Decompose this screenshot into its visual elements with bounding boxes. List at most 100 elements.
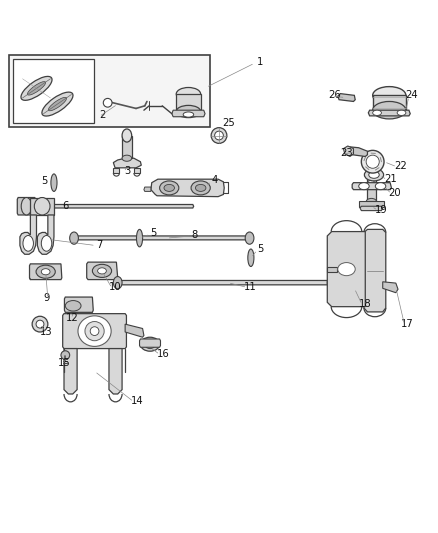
- Ellipse shape: [90, 327, 99, 335]
- Polygon shape: [64, 297, 93, 312]
- Ellipse shape: [32, 316, 48, 332]
- Polygon shape: [109, 349, 122, 394]
- Ellipse shape: [34, 198, 50, 215]
- Ellipse shape: [145, 340, 155, 349]
- Text: 2: 2: [99, 110, 105, 120]
- Text: 9: 9: [43, 293, 50, 303]
- Ellipse shape: [42, 92, 73, 116]
- Text: 20: 20: [388, 188, 401, 198]
- Bar: [373, 95, 406, 110]
- Polygon shape: [338, 94, 355, 101]
- Ellipse shape: [215, 131, 223, 140]
- Ellipse shape: [23, 236, 33, 251]
- Polygon shape: [20, 215, 36, 254]
- Text: 16: 16: [157, 349, 170, 359]
- Text: 4: 4: [212, 175, 218, 185]
- Polygon shape: [37, 215, 54, 254]
- Ellipse shape: [366, 156, 377, 168]
- Ellipse shape: [176, 87, 201, 101]
- Ellipse shape: [366, 155, 379, 168]
- Ellipse shape: [20, 201, 29, 212]
- Text: 5: 5: [257, 244, 264, 254]
- Ellipse shape: [159, 181, 179, 195]
- Text: 22: 22: [394, 161, 406, 171]
- Text: 10: 10: [109, 282, 121, 293]
- Polygon shape: [87, 262, 118, 280]
- Ellipse shape: [51, 174, 57, 191]
- Ellipse shape: [78, 316, 111, 346]
- Polygon shape: [327, 231, 365, 306]
- Polygon shape: [327, 266, 337, 272]
- Ellipse shape: [361, 150, 384, 173]
- Polygon shape: [29, 264, 62, 280]
- Ellipse shape: [28, 82, 46, 95]
- Ellipse shape: [113, 277, 122, 289]
- Polygon shape: [364, 229, 386, 312]
- Text: 12: 12: [67, 313, 79, 323]
- Text: 26: 26: [328, 91, 341, 100]
- Ellipse shape: [183, 112, 194, 117]
- Ellipse shape: [191, 181, 210, 195]
- Ellipse shape: [61, 351, 70, 359]
- Ellipse shape: [369, 171, 379, 179]
- Text: 11: 11: [244, 281, 257, 292]
- Polygon shape: [73, 236, 251, 240]
- Polygon shape: [360, 206, 383, 211]
- Ellipse shape: [366, 198, 377, 205]
- Ellipse shape: [65, 301, 81, 311]
- Ellipse shape: [327, 277, 336, 289]
- Text: 8: 8: [192, 230, 198, 240]
- Text: 1: 1: [257, 57, 264, 67]
- Ellipse shape: [122, 129, 132, 142]
- Text: 24: 24: [406, 91, 418, 100]
- Polygon shape: [70, 312, 77, 321]
- Polygon shape: [113, 168, 120, 173]
- Bar: [367, 161, 376, 202]
- Polygon shape: [359, 201, 384, 207]
- Bar: [10, 55, 210, 127]
- Polygon shape: [383, 282, 398, 293]
- Ellipse shape: [41, 269, 50, 275]
- Ellipse shape: [195, 184, 206, 191]
- Ellipse shape: [141, 337, 159, 351]
- Polygon shape: [140, 339, 160, 348]
- Ellipse shape: [48, 98, 67, 111]
- Ellipse shape: [41, 236, 52, 251]
- Ellipse shape: [338, 263, 355, 276]
- Bar: [13, 59, 94, 123]
- Text: 13: 13: [40, 327, 53, 337]
- Polygon shape: [172, 110, 205, 117]
- Ellipse shape: [369, 179, 374, 184]
- Text: 6: 6: [62, 201, 68, 211]
- Ellipse shape: [359, 183, 369, 190]
- Text: 15: 15: [58, 358, 71, 368]
- Ellipse shape: [36, 320, 44, 328]
- Bar: [176, 94, 201, 111]
- Text: 18: 18: [359, 299, 371, 309]
- Polygon shape: [368, 110, 410, 116]
- Polygon shape: [117, 280, 332, 285]
- Ellipse shape: [137, 229, 143, 247]
- Ellipse shape: [103, 99, 112, 107]
- Polygon shape: [63, 313, 127, 349]
- Ellipse shape: [373, 101, 406, 119]
- Ellipse shape: [373, 87, 406, 104]
- Text: 21: 21: [384, 174, 396, 184]
- Ellipse shape: [397, 110, 406, 116]
- Ellipse shape: [70, 232, 78, 244]
- Text: 7: 7: [96, 240, 102, 249]
- Ellipse shape: [364, 169, 384, 181]
- Ellipse shape: [176, 106, 201, 118]
- Polygon shape: [25, 205, 194, 208]
- Ellipse shape: [164, 184, 174, 191]
- Text: 3: 3: [124, 166, 131, 176]
- Ellipse shape: [98, 268, 106, 274]
- Text: 17: 17: [401, 319, 414, 329]
- Ellipse shape: [373, 110, 381, 116]
- Polygon shape: [345, 147, 367, 157]
- Polygon shape: [125, 324, 144, 337]
- Ellipse shape: [36, 265, 55, 278]
- Ellipse shape: [248, 249, 254, 266]
- Text: 5: 5: [41, 176, 48, 186]
- Polygon shape: [113, 158, 141, 168]
